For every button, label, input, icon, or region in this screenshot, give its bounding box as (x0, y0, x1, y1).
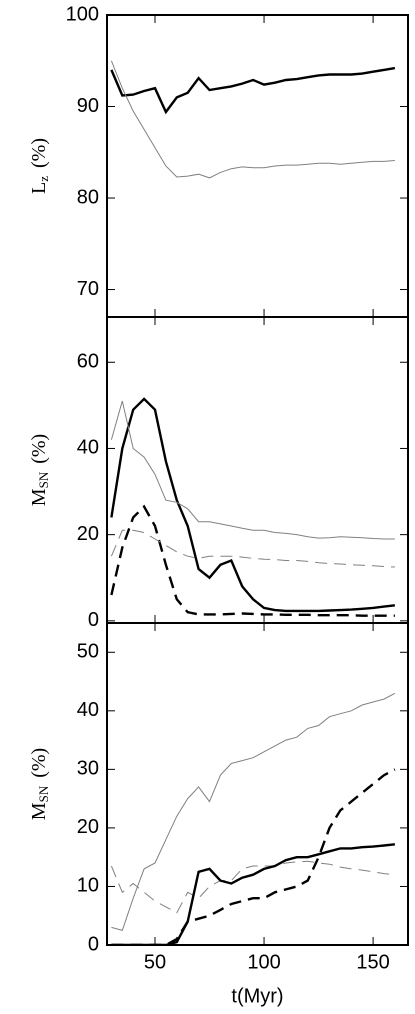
series-line (110, 529, 395, 568)
y-label-sub: z (36, 176, 51, 182)
y-label-sub: SN (36, 785, 51, 802)
x-axis-label: t(Myr) (231, 985, 283, 1007)
series-line (110, 66, 396, 115)
x-tick-label: 50 (144, 951, 166, 973)
y-label-main: M (28, 488, 50, 506)
y-tick-label: 10 (77, 875, 99, 897)
series-line (111, 692, 396, 932)
y-tick-label: 100 (66, 3, 99, 25)
y-label-unit: (%) (28, 138, 50, 168)
series-line (110, 397, 396, 613)
y-label-unit: (%) (28, 434, 50, 464)
y-tick-label: 20 (77, 523, 99, 545)
series-line (111, 843, 396, 945)
panel-frame (106, 622, 409, 946)
series-line (110, 860, 395, 914)
y-axis-label: MSN (%) (28, 434, 51, 506)
y-tick-label: 40 (77, 699, 99, 721)
y-axis-label: Lz (%) (28, 138, 51, 194)
y-tick-label: 0 (88, 609, 99, 631)
x-tick-label: 150 (356, 951, 389, 973)
y-label-main: L (28, 182, 50, 194)
y-tick-label: 30 (77, 758, 99, 780)
y-tick-label: 20 (77, 816, 99, 838)
y-axis-label: MSN (%) (28, 748, 51, 820)
panel-frame (106, 14, 409, 318)
y-tick-label: 0 (88, 933, 99, 955)
y-label-sub: SN (36, 471, 51, 488)
series-line (110, 504, 395, 617)
y-tick-label: 60 (77, 351, 99, 373)
x-tick-label: 100 (247, 951, 280, 973)
y-tick-label: 90 (77, 95, 99, 117)
series-line (111, 768, 396, 945)
series-line (110, 60, 395, 179)
y-tick-label: 80 (77, 186, 99, 208)
y-tick-label: 70 (77, 278, 99, 300)
y-label-main: M (28, 802, 50, 820)
y-tick-label: 40 (77, 437, 99, 459)
series-line (110, 400, 395, 540)
y-tick-label: 50 (77, 641, 99, 663)
y-label-unit: (%) (28, 748, 50, 778)
